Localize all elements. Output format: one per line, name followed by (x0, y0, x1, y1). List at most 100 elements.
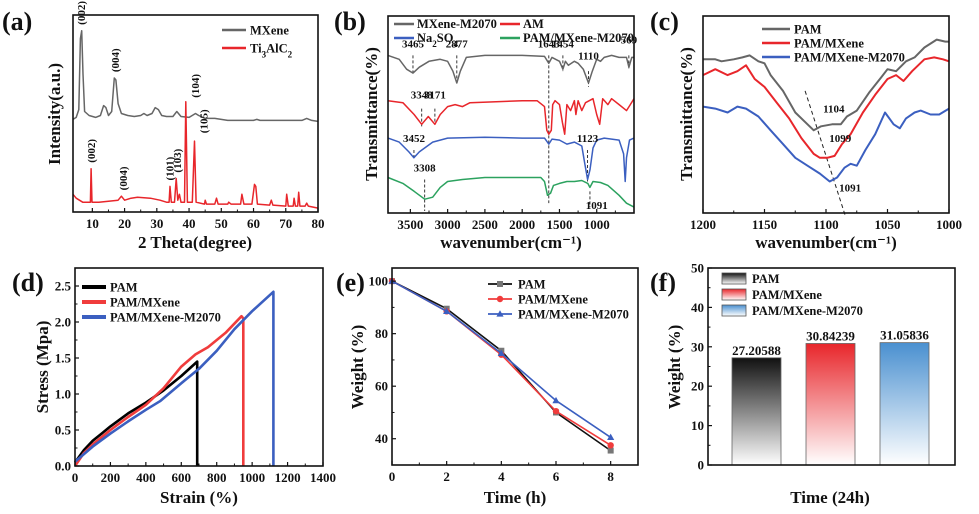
legend-text-part: Na (417, 31, 433, 45)
plot-area-f: 27.20588 30.84239 31.05836 0 10 20 30 40 50 PAM PA… (691, 261, 956, 473)
x-tick-label-a: 80 (312, 216, 325, 231)
series-line-pam (73, 360, 199, 466)
panel-a: (a) 10 20 30 40 50 60 70 80 (002) (004) (002) (004)… (2, 1, 325, 252)
y-tick-label-f: 20 (691, 379, 704, 394)
peak-annotation: (104) (190, 74, 202, 98)
legend-swatch-2 (721, 304, 747, 317)
legend-label: PAM (752, 272, 780, 286)
y-tick-label-f: 10 (691, 418, 704, 433)
x-tick-label-a: 50 (215, 216, 228, 231)
x-tick-label-a: 30 (150, 216, 163, 231)
panel-c: (c) 1200 1150 1100 1050 1000110410991091PAMP… (650, 7, 962, 252)
series-line-ti3alc2 (72, 100, 319, 209)
x-axis-title-e: Time (h) (484, 488, 547, 507)
legend-label: MXene (250, 24, 289, 38)
legend-label: PAM/MXene-M2070 (518, 308, 629, 322)
x-tick-label-b: 3500 (397, 217, 423, 232)
x-axis-title-b: wavenumber(cm⁻¹) (440, 233, 582, 252)
y-tick-label-d: 0.5 (55, 423, 72, 438)
y-tick-label-f: 0 (698, 458, 705, 473)
y-tick-label-d: 0.0 (55, 459, 71, 474)
x-tick-label-a: 40 (183, 216, 196, 231)
plot-area-a: 10 20 30 40 50 60 70 80 (002) (004) (002) (004) (101… (72, 1, 325, 231)
y-axis-title-e: Weight (%) (348, 325, 367, 410)
legend-label: Na2SO4 (417, 31, 458, 49)
x-tick-label-d: 400 (136, 470, 156, 485)
y-tick-label-e: 60 (375, 379, 388, 394)
x-tick-label-c: 1200 (690, 217, 716, 232)
x-axis-title-f: Time (24h) (790, 488, 870, 507)
y-axis-title-c: Transmittance(%) (677, 47, 696, 181)
data-point-pam-mxene (552, 407, 560, 415)
peak-annotation: (004) (110, 48, 122, 72)
legend-marker-pam-mxene-m2070 (496, 310, 504, 317)
peak-annotation: 3171 (424, 90, 446, 102)
panel-label-b: (b) (334, 7, 366, 36)
y-tick-label-d: 2.5 (55, 279, 72, 294)
x-tick-label-e: 6 (553, 469, 560, 484)
x-tick-label-a: 20 (118, 216, 131, 231)
x-tick-label-d: 200 (101, 470, 121, 485)
series-line-mxene-m2070 (387, 54, 634, 84)
y-tick-label-d: 1.5 (55, 351, 72, 366)
series-line-am (387, 97, 635, 135)
y-tick-label-e: 100 (369, 274, 389, 289)
peak-annotation: 569 (621, 35, 638, 47)
x-tick-label-e: 4 (498, 469, 505, 484)
panel-e: (e) 0 2 4 6 8 40 60 80 100 PAMPAM/MXenePAM/MXene-… (336, 267, 639, 507)
x-tick-label-b: 1500 (546, 217, 572, 232)
y-tick-label-f: 40 (691, 300, 704, 315)
x-tick-label-c: 1000 (936, 217, 962, 232)
plot-area-d: 0 200 400 600 800 1000 1200 1400 0.0 0.5 1.0 1.5 2.0… (55, 267, 336, 485)
y-tick-label-e: 40 (375, 431, 388, 446)
y-tick-label-f: 50 (691, 261, 704, 276)
data-point-pam-mxene-m2070 (497, 349, 505, 356)
x-tick-label-e: 8 (607, 469, 614, 484)
plot-area-c: 1200 1150 1100 1050 1000110410991091PAMPAM/M… (690, 15, 962, 232)
panel-f: (f) 27.20588 30.84239 31.05836 0 10 20 30 40 50 P… (650, 261, 956, 507)
legend-text-part: 2 (432, 39, 437, 49)
series-line-pam-mxene-m2070 (74, 290, 275, 466)
legend-label: PAM/MXene-M2070 (110, 311, 221, 325)
x-tick-label-e: 0 (389, 469, 396, 484)
series-line-na2so4 (387, 136, 635, 183)
peak-annotation: 3308 (414, 163, 437, 175)
legend-label: PAM/MXene-M2070 (794, 51, 905, 65)
plot-area-b: 3500 3000 2500 2000 1500 1000 3465 2877 16431454… (387, 15, 638, 232)
axes-frame-a (72, 14, 319, 213)
y-tick-label-d: 1.0 (55, 387, 71, 402)
bar-pam (731, 357, 782, 466)
peak-annotation: 3465 (402, 39, 425, 51)
legend-swatch-1 (721, 288, 747, 301)
series-line-pam-mxene-m2070 (702, 105, 950, 183)
series-line-pam-mxene (73, 314, 245, 467)
y-tick-label-f: 30 (691, 339, 704, 354)
y-tick-label-d: 2.0 (55, 315, 71, 330)
y-axis-title-f: Weight (%) (665, 325, 684, 410)
x-tick-label-d: 600 (172, 470, 192, 485)
peak-annotation: 1091 (839, 182, 861, 194)
peak-annotation: (002) (76, 1, 88, 25)
panel-d: (d) 0 200 400 600 800 1000 1200 1400 0.0 0.5 1.0 1.… (12, 267, 336, 507)
series-line-pam-mxene-m2070 (387, 176, 635, 208)
x-tick-label-c: 1100 (813, 217, 838, 232)
x-tick-label-a: 60 (247, 216, 260, 231)
peak-annotation: 1091 (586, 200, 608, 212)
panel-label-f: (f) (650, 268, 676, 297)
legend-label: PAM/MXene-M2070 (523, 31, 634, 45)
peak-annotation: 3452 (403, 133, 426, 145)
peak-annotation: 1454 (552, 39, 575, 51)
x-axis-title-d: Strain (%) (160, 488, 238, 507)
legend-text-part: Ti (250, 42, 262, 56)
legend-swatch-0 (721, 272, 747, 285)
legend-marker-pam-mxene (496, 295, 504, 303)
x-tick-label-d: 1400 (310, 470, 336, 485)
x-tick-label-d: 1000 (239, 470, 265, 485)
legend-label: PAM/MXene (518, 293, 588, 307)
panel-label-d: (d) (12, 268, 44, 297)
x-tick-label-c: 1150 (752, 217, 777, 232)
legend-label: Ti3AlC2 (250, 42, 293, 60)
panel-b: (b) 3500 3000 2500 2000 1500 1000 3465 2877 1643… (334, 7, 638, 252)
data-point-pam-mxene-m2070 (607, 433, 615, 441)
